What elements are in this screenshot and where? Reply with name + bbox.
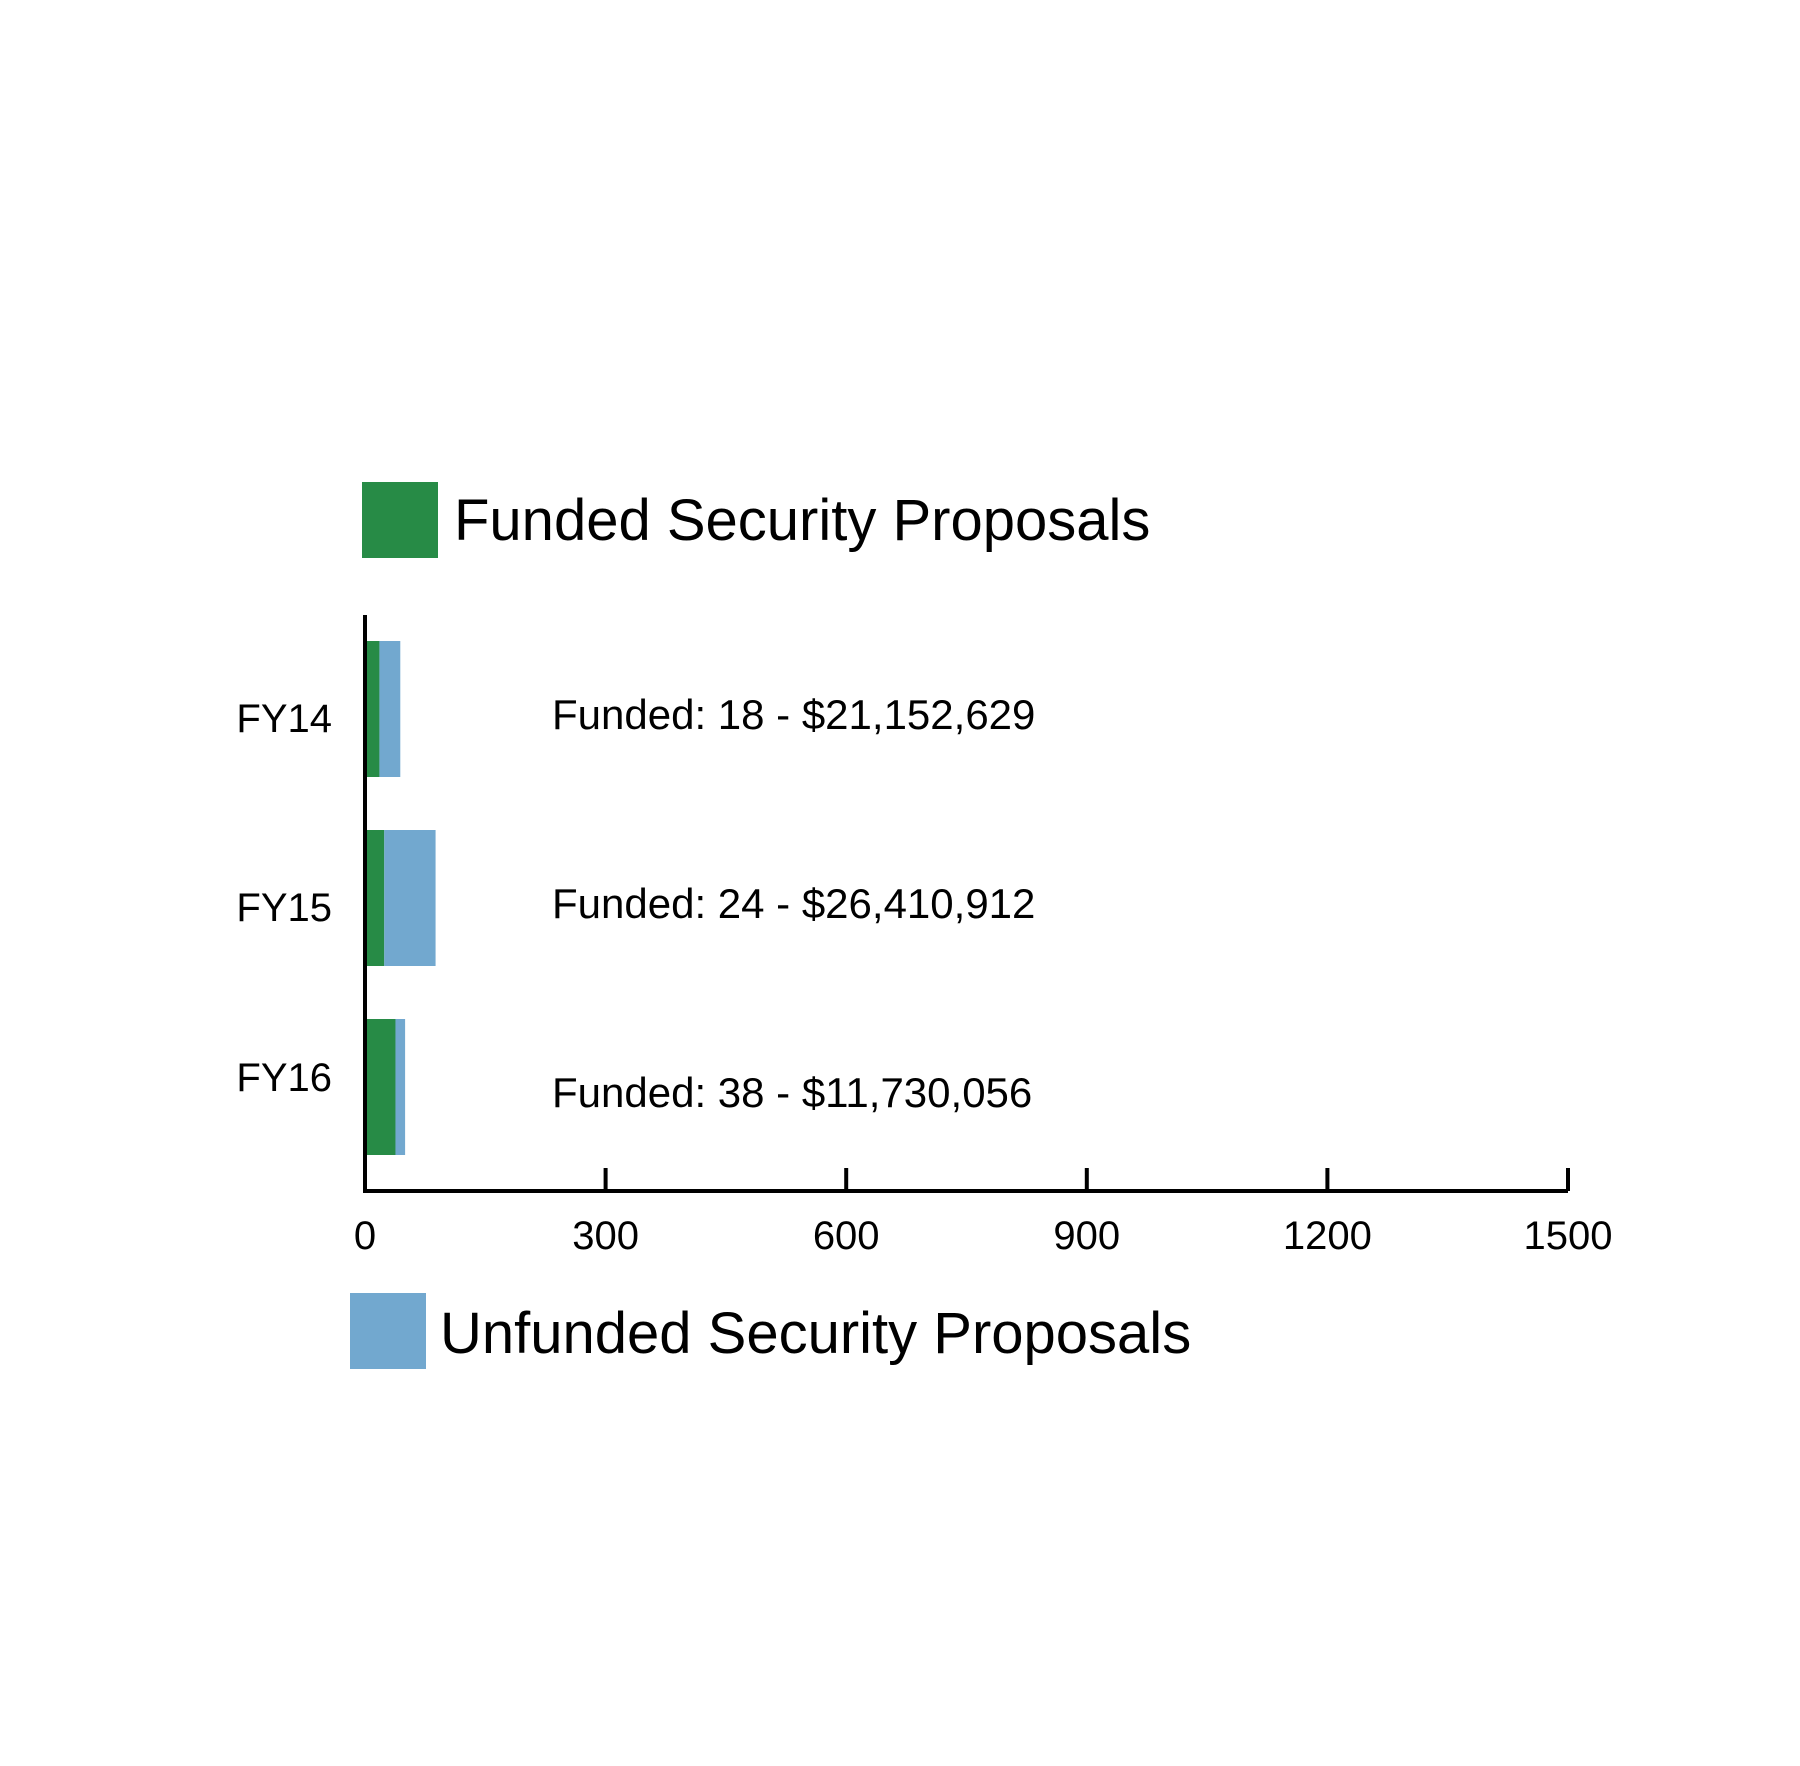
legend-unfunded: Unfunded Security Proposals bbox=[350, 1293, 1191, 1369]
x-tick-label: 1500 bbox=[1524, 1214, 1613, 1258]
bar-unfunded-fy16 bbox=[395, 1019, 406, 1155]
legend-swatch-unfunded bbox=[350, 1293, 426, 1369]
category-label-fy16: FY16 bbox=[236, 1056, 332, 1100]
data-label-fy14: Funded: 18 - $21,152,629 bbox=[552, 691, 1035, 738]
bar-funded-fy15 bbox=[365, 830, 385, 966]
legend-label-unfunded: Unfunded Security Proposals bbox=[440, 1301, 1191, 1366]
bars bbox=[365, 641, 436, 1155]
bar-unfunded-fy15 bbox=[384, 830, 436, 966]
x-tick-label: 1200 bbox=[1283, 1214, 1372, 1258]
legend-funded: Funded Security Proposals bbox=[362, 482, 1150, 558]
data-labels: Funded: 18 - $21,152,629 Funded: 24 - $26… bbox=[552, 691, 1035, 1116]
x-axis-ticks: 0 300 600 900 1200 1500 bbox=[354, 1168, 1613, 1258]
x-tick-label: 0 bbox=[354, 1214, 376, 1258]
x-tick-label: 600 bbox=[813, 1214, 880, 1258]
bar-funded-fy14 bbox=[365, 641, 380, 777]
data-label-fy15: Funded: 24 - $26,410,912 bbox=[552, 880, 1035, 927]
x-tick-label: 900 bbox=[1053, 1214, 1120, 1258]
legend-swatch-funded bbox=[362, 482, 438, 558]
bar-unfunded-fy14 bbox=[379, 641, 401, 777]
legend-label-funded: Funded Security Proposals bbox=[454, 488, 1150, 553]
x-tick-label: 300 bbox=[572, 1214, 639, 1258]
category-label-fy15: FY15 bbox=[236, 886, 332, 930]
bar-funded-fy16 bbox=[365, 1019, 396, 1155]
category-labels: FY14 FY15 FY16 bbox=[236, 697, 332, 1100]
data-label-fy16: Funded: 38 - $11,730,056 bbox=[552, 1069, 1032, 1116]
category-label-fy14: FY14 bbox=[236, 697, 332, 741]
